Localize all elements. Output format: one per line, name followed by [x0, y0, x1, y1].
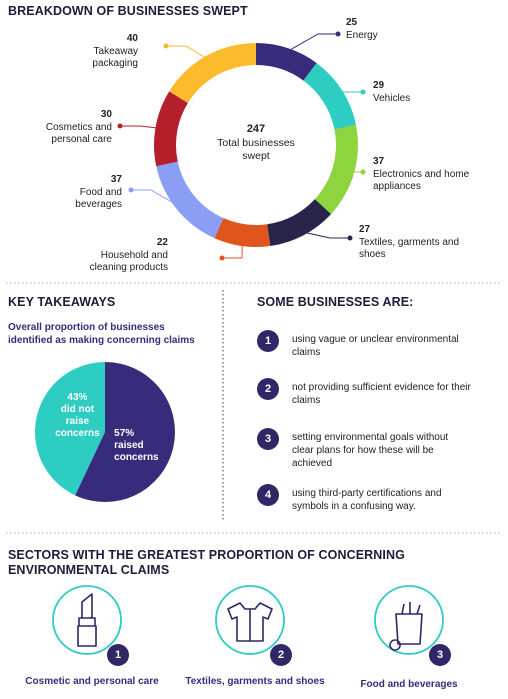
- donut-center-label: Total businesses swept: [217, 137, 295, 162]
- segment-label: 27 Textiles, garments and shoes: [359, 224, 469, 262]
- donut-segment: [156, 161, 224, 239]
- slice-label: 43% did not raise concerns: [54, 392, 100, 440]
- number-badge: 3: [257, 428, 279, 450]
- sector-label: Textiles, garments and shoes: [185, 676, 325, 687]
- grocery-icon: [389, 602, 423, 651]
- donut-segment: [303, 62, 357, 130]
- shirt-icon: [227, 602, 273, 642]
- segment-value: 37: [110, 174, 122, 185]
- segment-label: 37 Food and beverages: [42, 174, 122, 212]
- number-badge: 4: [257, 484, 279, 506]
- rank-badge: 1: [107, 644, 129, 666]
- segment-category: Electronics and home appliances: [373, 168, 470, 193]
- leader-line: [301, 231, 350, 239]
- leader-dot: [360, 169, 366, 175]
- sector-circles: [52, 585, 444, 655]
- pie-subtitle: Overall proportion of businesses identif…: [8, 322, 195, 346]
- segment-category: Textiles, garments and shoes: [359, 236, 460, 261]
- rank-badge: 2: [270, 644, 292, 666]
- leader-dot: [360, 89, 366, 95]
- lipstick-icon: [77, 593, 97, 647]
- sector-circle: [215, 585, 285, 655]
- segment-value: 29: [373, 80, 385, 91]
- donut-segment: [267, 199, 332, 247]
- sector-circle: [374, 585, 444, 655]
- leader-line: [166, 45, 209, 60]
- donut-segment: [214, 218, 271, 247]
- sector-circle: [52, 585, 122, 655]
- donut-segment: [169, 43, 256, 103]
- slice-label: 57% raised concerns: [114, 428, 164, 464]
- leader-dot: [335, 31, 341, 37]
- practice-text: using third-party certifications and sym…: [292, 488, 442, 512]
- slice-category: did not raise concerns: [55, 403, 100, 439]
- sector-label: Food and beverages: [360, 679, 458, 690]
- donut-segment: [256, 43, 317, 81]
- donut-total: 247: [246, 123, 266, 135]
- donut-segment: [314, 125, 358, 215]
- slice-category: raised concerns: [114, 439, 159, 463]
- leader-dot: [347, 235, 353, 241]
- rank-badge: 3: [429, 644, 451, 666]
- slice-value: 43%: [67, 391, 88, 403]
- practices-title: SOME BUSINESSES ARE:: [257, 295, 414, 309]
- practice-text: using vague or unclear environmental cla…: [292, 334, 459, 358]
- segment-value: 27: [359, 224, 371, 235]
- leader-line: [286, 33, 338, 53]
- sectors-title: SECTORS WITH THE GREATEST PROPORTION OF …: [8, 548, 405, 577]
- leader-dot: [128, 187, 134, 193]
- segment-label: 29 Vehicles: [373, 80, 483, 105]
- segment-label: 22 Household and cleaning products: [88, 237, 168, 275]
- leader-line: [131, 189, 181, 208]
- donut-title: BREAKDOWN OF BUSINESSES SWEPT: [8, 4, 248, 18]
- segment-label: 40 Takeaway packaging: [58, 33, 138, 71]
- segment-label: 30 Cosmetics and personal care: [32, 109, 112, 147]
- donut-segment: [154, 91, 188, 167]
- segment-category: Cosmetics and personal care: [45, 121, 112, 146]
- pie-slice: [75, 362, 175, 502]
- segment-value: 37: [373, 156, 385, 167]
- segment-value: 22: [156, 237, 168, 248]
- number-badge: 2: [257, 378, 279, 400]
- practice-text: setting environmental goals without clea…: [292, 432, 449, 469]
- pie-slice: [34, 362, 105, 496]
- pie-title: KEY TAKEAWAYS: [8, 295, 116, 309]
- segment-value: 25: [346, 17, 358, 28]
- segment-label: 25 Energy: [346, 17, 456, 42]
- leader-dot: [117, 123, 123, 129]
- leader-line: [222, 242, 243, 259]
- number-badge: 1: [257, 330, 279, 352]
- segment-category: Takeaway packaging: [92, 45, 138, 70]
- sector-label: Cosmetic and personal care: [25, 676, 159, 687]
- practice-text: not providing sufficient evidence for th…: [292, 382, 471, 406]
- leader-line: [349, 171, 363, 173]
- slice-value: 57%: [114, 427, 135, 439]
- leader-dot: [163, 43, 169, 49]
- segment-category: Household and cleaning products: [89, 249, 168, 274]
- icons: [77, 593, 423, 651]
- leader-line: [120, 125, 160, 129]
- segment-category: Vehicles: [373, 92, 411, 104]
- segment-label: 37 Electronics and home appliances: [373, 156, 483, 194]
- segment-category: Energy: [346, 29, 378, 41]
- segment-value: 30: [100, 109, 112, 120]
- leader-dot: [219, 255, 225, 261]
- segment-value: 40: [126, 33, 138, 44]
- segment-category: Food and beverages: [75, 186, 122, 211]
